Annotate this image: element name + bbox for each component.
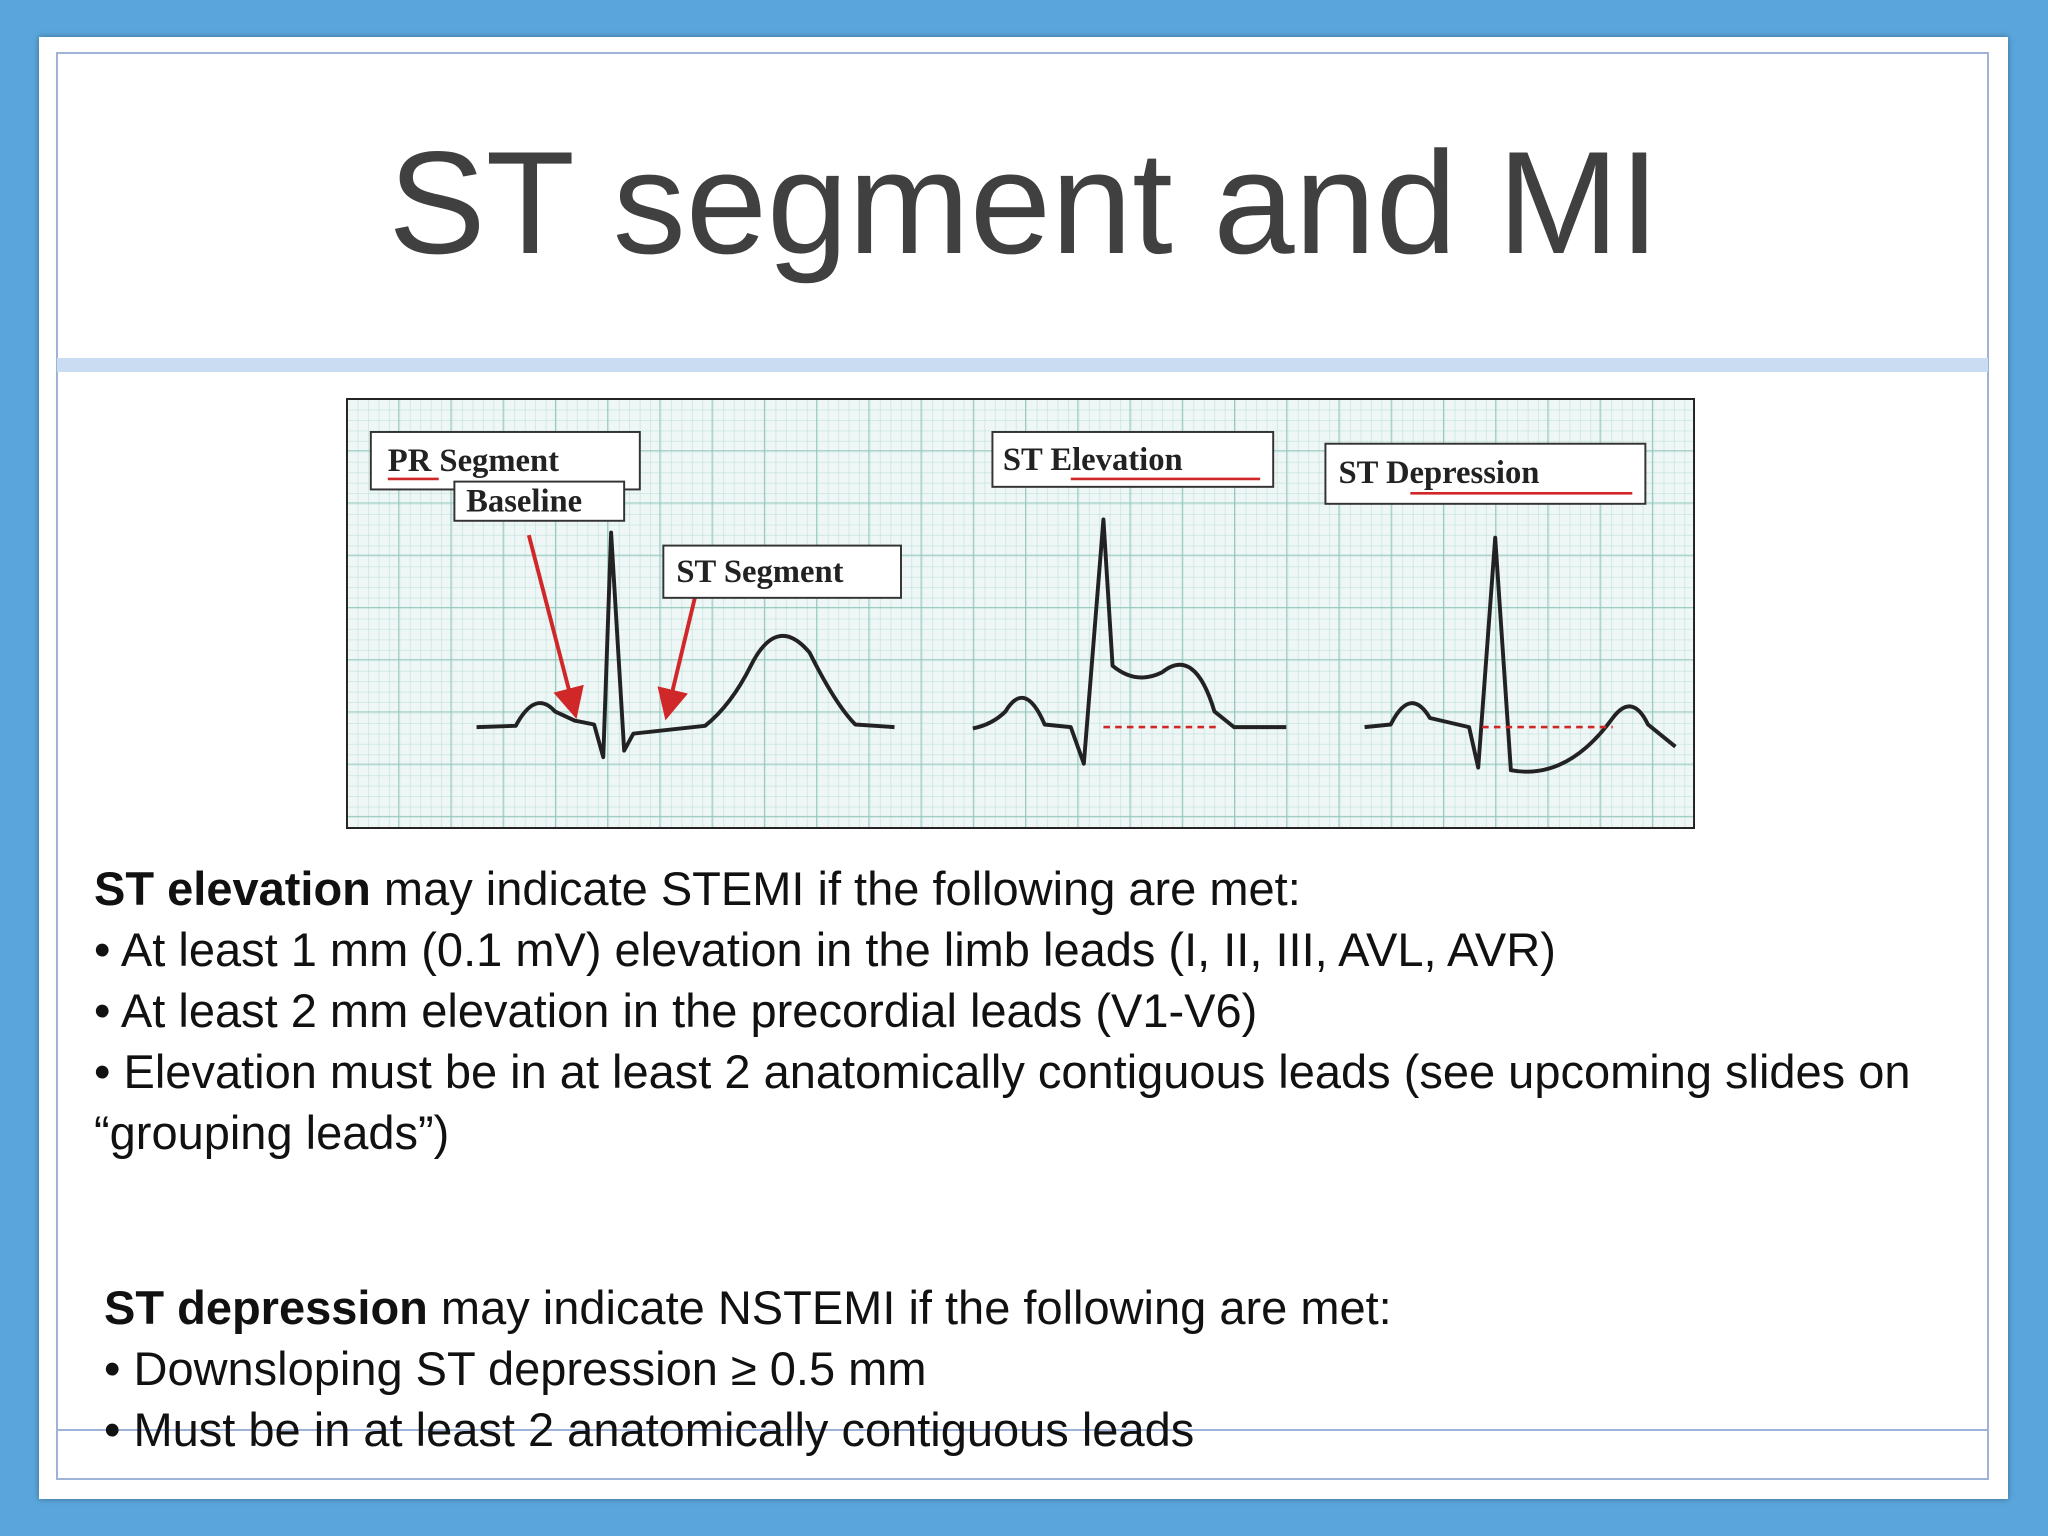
inner-frame <box>56 52 1989 1480</box>
label-box <box>662 544 902 599</box>
text-section: ST depression may indicate NSTEMI if the… <box>104 1277 1984 1460</box>
bold-term: ST elevation <box>94 862 371 915</box>
label-box <box>453 480 626 522</box>
ecg-wave-elevation <box>972 517 1287 766</box>
arrow <box>657 581 701 721</box>
ecg-wave-depression <box>1364 535 1677 774</box>
lead-text: may indicate NSTEMI if the following are… <box>440 1281 1392 1334</box>
bullet: • Downsloping ST depression ≥ 0.5 mm <box>104 1342 927 1395</box>
section-lead: ST elevation may indicate STEMI if the f… <box>94 858 2019 919</box>
bullet: • At least 1 mm (0.1 mV) elevation in th… <box>94 923 1556 976</box>
figure-label: Baseline <box>466 484 582 520</box>
bullet: • Elevation must be in at least 2 anatom… <box>94 1045 1911 1159</box>
ecg-figure: PR Segment Baseline ST Segment ST Elevat… <box>346 398 1695 829</box>
header-band <box>57 358 1988 372</box>
slide-title: ST segment and MI <box>388 121 1660 284</box>
text-section: ST elevation may indicate STEMI if the f… <box>94 858 2019 1163</box>
section-lead: ST depression may indicate NSTEMI if the… <box>104 1277 1984 1338</box>
figure-label: PR Segment <box>388 443 559 479</box>
bold-term: ST depression <box>104 1281 428 1334</box>
bullet: • At least 2 mm elevation in the precord… <box>94 984 1258 1037</box>
bullet: • Must be in at least 2 anatomically con… <box>104 1403 1195 1456</box>
figure-label: ST Elevation <box>1003 442 1183 478</box>
lead-text: may indicate STEMI if the following are … <box>383 862 1301 915</box>
figure-label: ST Segment <box>676 554 843 590</box>
arrow <box>526 534 584 720</box>
figure-label: ST Depression <box>1338 455 1539 491</box>
ecg-wave-normal <box>476 530 895 760</box>
